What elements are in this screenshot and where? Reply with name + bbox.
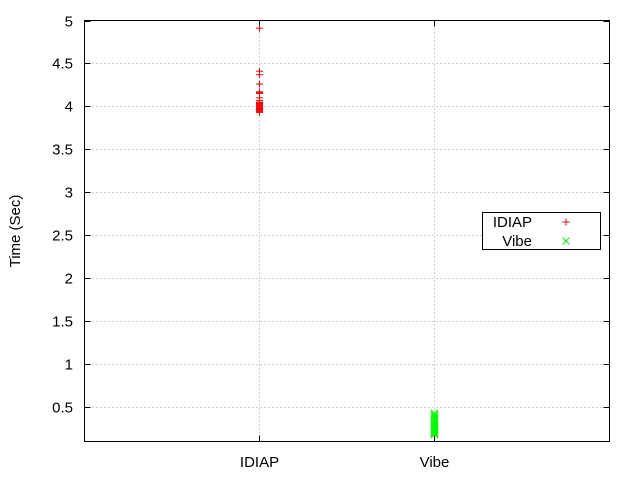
y-tick-label: 1	[65, 357, 73, 374]
y-tick-label: 2	[65, 271, 73, 288]
legend-marker	[562, 237, 570, 245]
y-tick-label: 3	[65, 185, 73, 202]
y-tick-label: 4	[65, 99, 73, 116]
data-point	[430, 429, 439, 437]
x-tick-labels: IDIAP Vibe	[240, 454, 449, 471]
marker-stroke	[430, 427, 439, 436]
legend-label: Vibe	[502, 233, 532, 250]
legend-box	[482, 212, 601, 250]
x-tick-label: IDIAP	[240, 454, 279, 471]
marker-stroke	[430, 428, 439, 436]
data-point	[430, 428, 439, 436]
data-point	[430, 429, 439, 438]
x-tick-label: Vibe	[420, 454, 450, 471]
y-tick-label: 0.5	[52, 400, 73, 417]
data-points	[256, 24, 439, 439]
legend: IDIAP Vibe	[482, 212, 601, 250]
data-point	[256, 24, 263, 32]
legend-label: IDIAP	[493, 214, 532, 231]
data-point	[256, 108, 263, 116]
y-tick-label: 3.5	[52, 142, 73, 159]
y-axis-label: Time (Sec)	[7, 195, 24, 268]
y-tick-label: 5	[65, 14, 73, 31]
axis-ticks	[84, 20, 610, 442]
data-point	[430, 427, 439, 436]
y-tick-label: 2.5	[52, 228, 73, 245]
data-point	[256, 80, 263, 88]
marker-stroke	[430, 429, 439, 437]
legend-marker	[562, 218, 570, 226]
data-point	[430, 430, 439, 439]
marker-stroke	[562, 237, 570, 245]
marker-stroke	[430, 430, 439, 439]
y-tick-label: 1.5	[52, 314, 73, 331]
plot-area-frame	[84, 20, 610, 442]
y-tick-labels: 0.5 1 1.5 2 2.5 3 3.5 4 4.5 5	[52, 14, 73, 417]
data-point	[256, 71, 263, 79]
marker-stroke	[430, 429, 439, 438]
y-tick-label: 4.5	[52, 56, 73, 73]
